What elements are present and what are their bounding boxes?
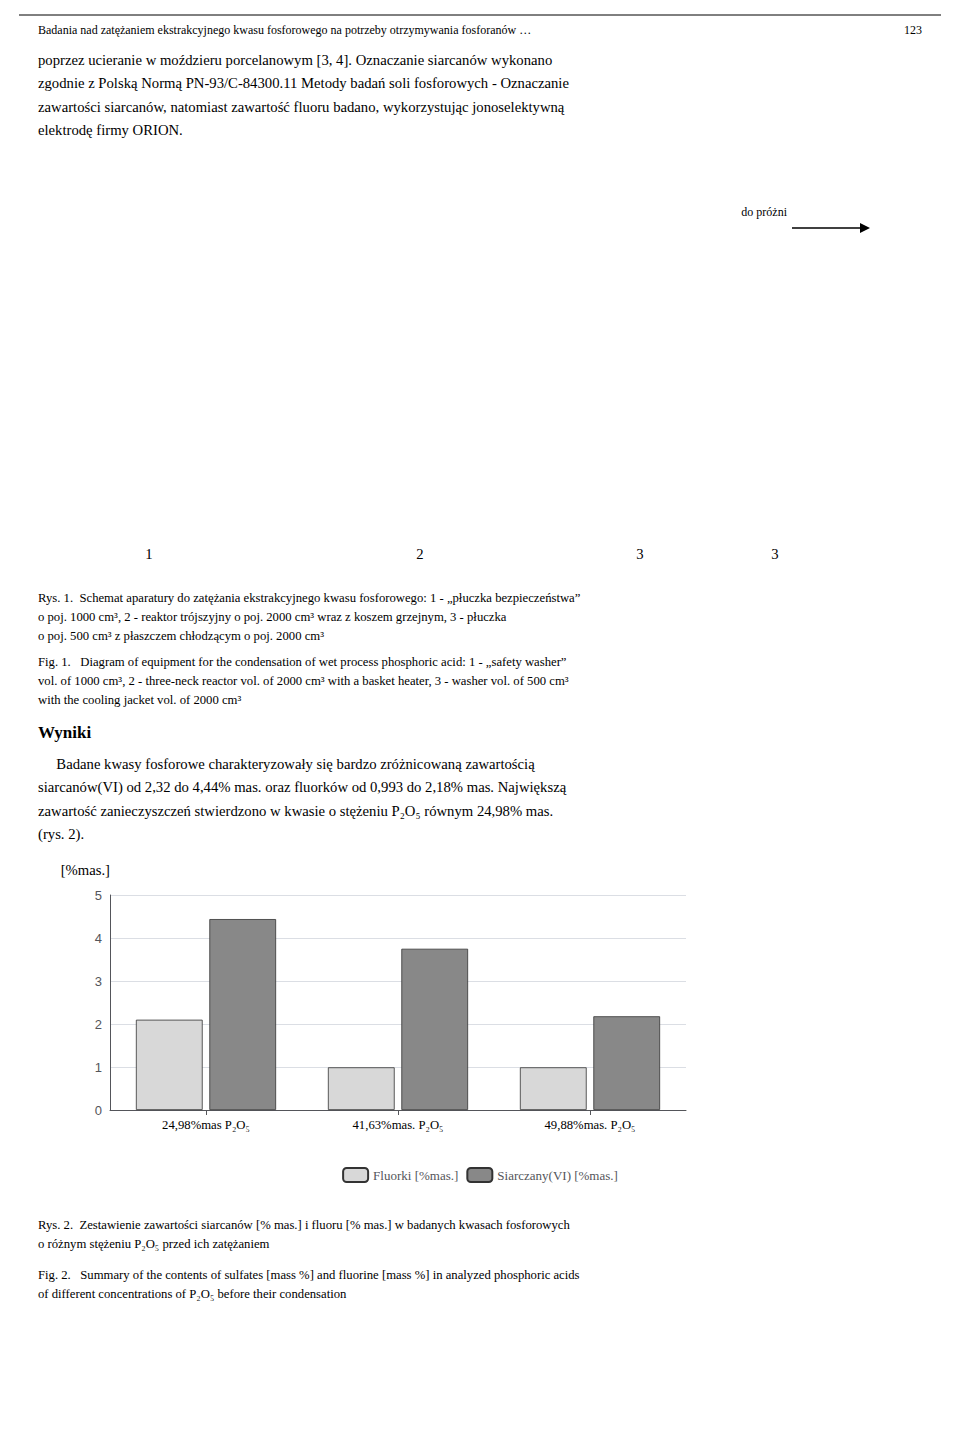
- svg-text:Fig. 1. Diagram of equipment: Fig. 1. Diagram of equipment for the con…: [38, 655, 567, 669]
- svg-text:Siarczany(VI) [%mas.]: Siarczany(VI) [%mas.]: [497, 1168, 618, 1183]
- svg-text:Fig. 2. Summary of the conte: Fig. 2. Summary of the contents of sulfa…: [38, 1268, 580, 1282]
- svg-text:Rys. 2. Zestawienie zawartośc: Rys. 2. Zestawienie zawartości siarcanów…: [38, 1218, 570, 1232]
- svg-text:Fluorki [%mas.]: Fluorki [%mas.]: [373, 1168, 458, 1183]
- svg-text:poprzez ucieranie w moździeru: poprzez ucieranie w moździeru porcelanow…: [38, 52, 552, 68]
- svg-text:o poj. 500 cm³ z płaszczem chł: o poj. 500 cm³ z płaszczem chłodzącym o …: [38, 629, 324, 643]
- svg-text:vol. of 1000 cm³, 2 - three-ne: vol. of 1000 cm³, 2 - three-neck reactor…: [38, 674, 569, 688]
- svg-text:Badania nad zatężaniem ekstrak: Badania nad zatężaniem ekstrakcyjnego kw…: [38, 23, 531, 37]
- svg-text:2: 2: [416, 546, 423, 562]
- svg-text:zgodnie z Polską Normą PN-93/C: zgodnie z Polską Normą PN-93/C-84300.11 …: [38, 75, 569, 91]
- svg-text:41,63%mas. P₂O₅: 41,63%mas. P₂O₅: [353, 1118, 444, 1132]
- svg-text:1: 1: [145, 546, 152, 562]
- svg-text:2: 2: [95, 1017, 102, 1032]
- svg-text:Badane kwasy fosforowe charakt: Badane kwasy fosforowe charakteryzowały …: [38, 756, 535, 772]
- svg-text:of different concentrations of: of different concentrations of P₂O₅ befo…: [38, 1287, 347, 1301]
- svg-text:zawartość zanieczyszczeń stwie: zawartość zanieczyszczeń stwierdzono w k…: [38, 803, 553, 819]
- svg-text:(rys. 2).: (rys. 2).: [38, 826, 84, 843]
- svg-text:Wyniki: Wyniki: [38, 723, 92, 742]
- svg-text:5: 5: [95, 888, 102, 903]
- svg-text:[%mas.]: [%mas.]: [61, 862, 110, 878]
- svg-text:1: 1: [95, 1060, 102, 1075]
- svg-text:3: 3: [95, 974, 102, 989]
- svg-text:elektrodę firmy ORION.: elektrodę firmy ORION.: [38, 122, 183, 138]
- svg-text:with the cooling jacket vol. o: with the cooling jacket vol. of 2000 cm³: [38, 693, 241, 707]
- svg-text:123: 123: [904, 23, 922, 37]
- svg-text:3: 3: [771, 546, 778, 562]
- svg-text:do próżni: do próżni: [741, 205, 787, 219]
- svg-text:3: 3: [636, 546, 643, 562]
- svg-text:siarcanów(VI) od 2,32 do 4,44%: siarcanów(VI) od 2,32 do 4,44% mas. oraz…: [38, 779, 567, 796]
- svg-text:o poj. 1000 cm³, 2 - reaktor t: o poj. 1000 cm³, 2 - reaktor trójszyjny …: [38, 610, 507, 624]
- svg-text:49,88%mas. P₂O₅: 49,88%mas. P₂O₅: [545, 1118, 636, 1132]
- svg-text:zawartości siarcanów, natomias: zawartości siarcanów, natomiast zawartoś…: [38, 99, 565, 115]
- svg-text:4: 4: [95, 931, 102, 946]
- svg-text:24,98%mas P₂O₅: 24,98%mas P₂O₅: [162, 1118, 250, 1132]
- svg-text:o różnym stężeniu P₂O₅ przed i: o różnym stężeniu P₂O₅ przed ich zatężan…: [38, 1237, 270, 1251]
- svg-text:Rys. 1. Schemat aparatury do: Rys. 1. Schemat aparatury do zatężania e…: [38, 591, 581, 605]
- svg-text:0: 0: [95, 1103, 102, 1118]
